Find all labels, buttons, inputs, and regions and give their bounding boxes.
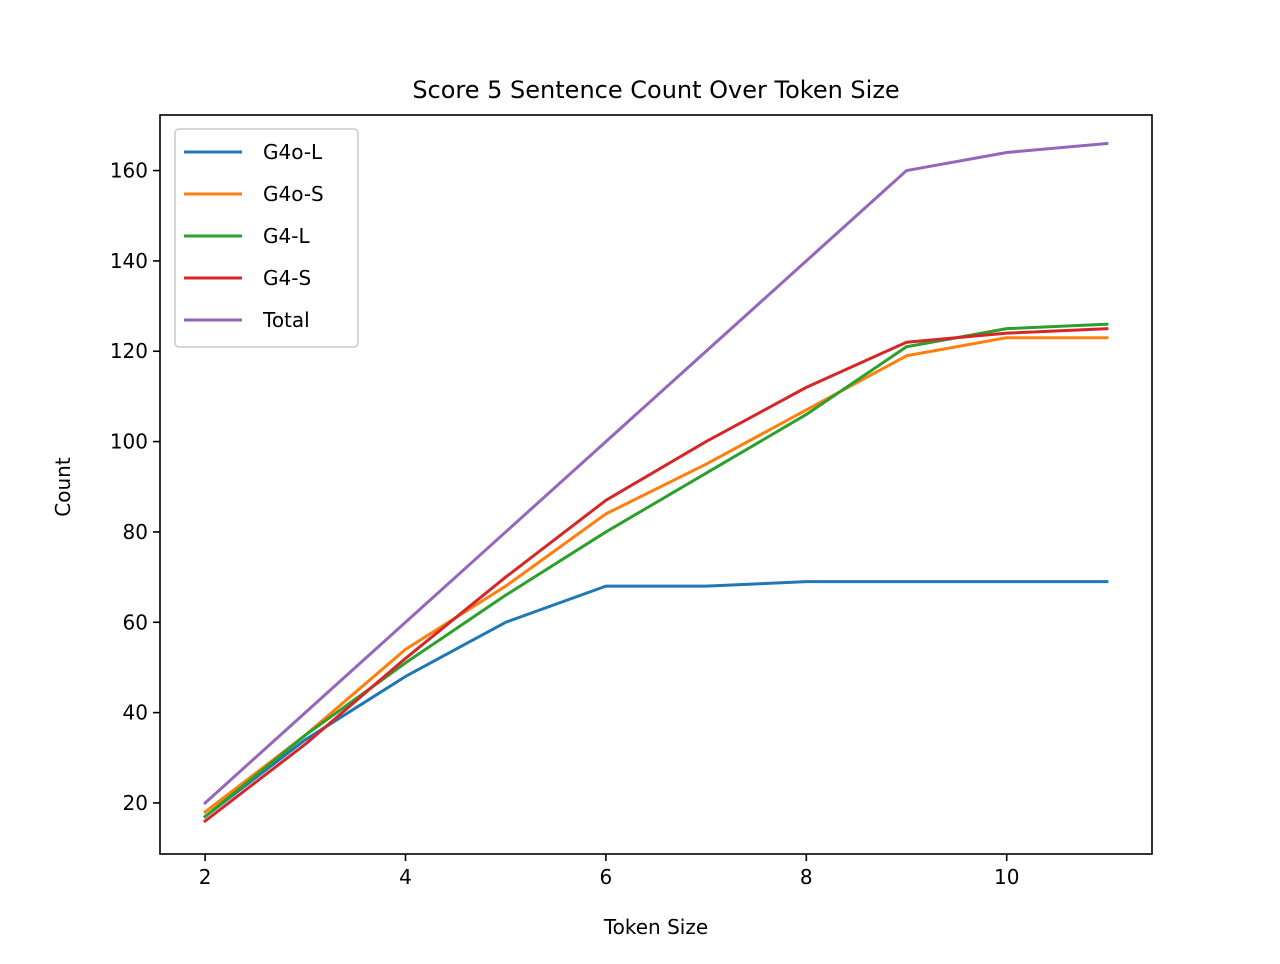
y-tick-label: 140 xyxy=(110,249,148,273)
y-tick-label: 160 xyxy=(110,159,148,183)
x-tick-label: 2 xyxy=(199,865,212,889)
series-line-total xyxy=(202,141,1109,806)
legend-label: G4-L xyxy=(263,224,310,248)
x-tick-label: 6 xyxy=(600,865,613,889)
legend-label: G4o-L xyxy=(263,140,323,164)
y-tick-label: 60 xyxy=(123,610,148,634)
y-axis-label: Count xyxy=(51,457,75,517)
legend-label: G4o-S xyxy=(263,182,324,206)
legend-label: Total xyxy=(262,308,310,332)
y-tick-label: 40 xyxy=(123,701,148,725)
series-line-g4o-l xyxy=(202,580,1109,819)
x-axis-label: Token Size xyxy=(603,915,708,939)
legend: G4o-L G4o-S G4-L G4-S Total xyxy=(174,128,359,348)
plot-area-frame xyxy=(159,114,1153,855)
y-tick-label: 20 xyxy=(123,791,148,815)
legend-box xyxy=(174,128,359,348)
x-tick-label: 10 xyxy=(994,865,1019,889)
y-tick-label: 80 xyxy=(123,520,148,544)
series-lines xyxy=(202,141,1109,824)
series-line-g4-s xyxy=(202,327,1109,824)
axis-ticks: 2 4 6 8 10 20 40 60 80 100 120 140 160 xyxy=(110,159,1020,889)
legend-label: G4-S xyxy=(263,266,311,290)
chart-title: Score 5 Sentence Count Over Token Size xyxy=(412,76,899,104)
x-tick-label: 8 xyxy=(800,865,813,889)
x-tick-label: 4 xyxy=(399,865,412,889)
series-line-g4o-s xyxy=(202,336,1109,815)
y-tick-label: 100 xyxy=(110,430,148,454)
y-tick-label: 120 xyxy=(110,339,148,363)
